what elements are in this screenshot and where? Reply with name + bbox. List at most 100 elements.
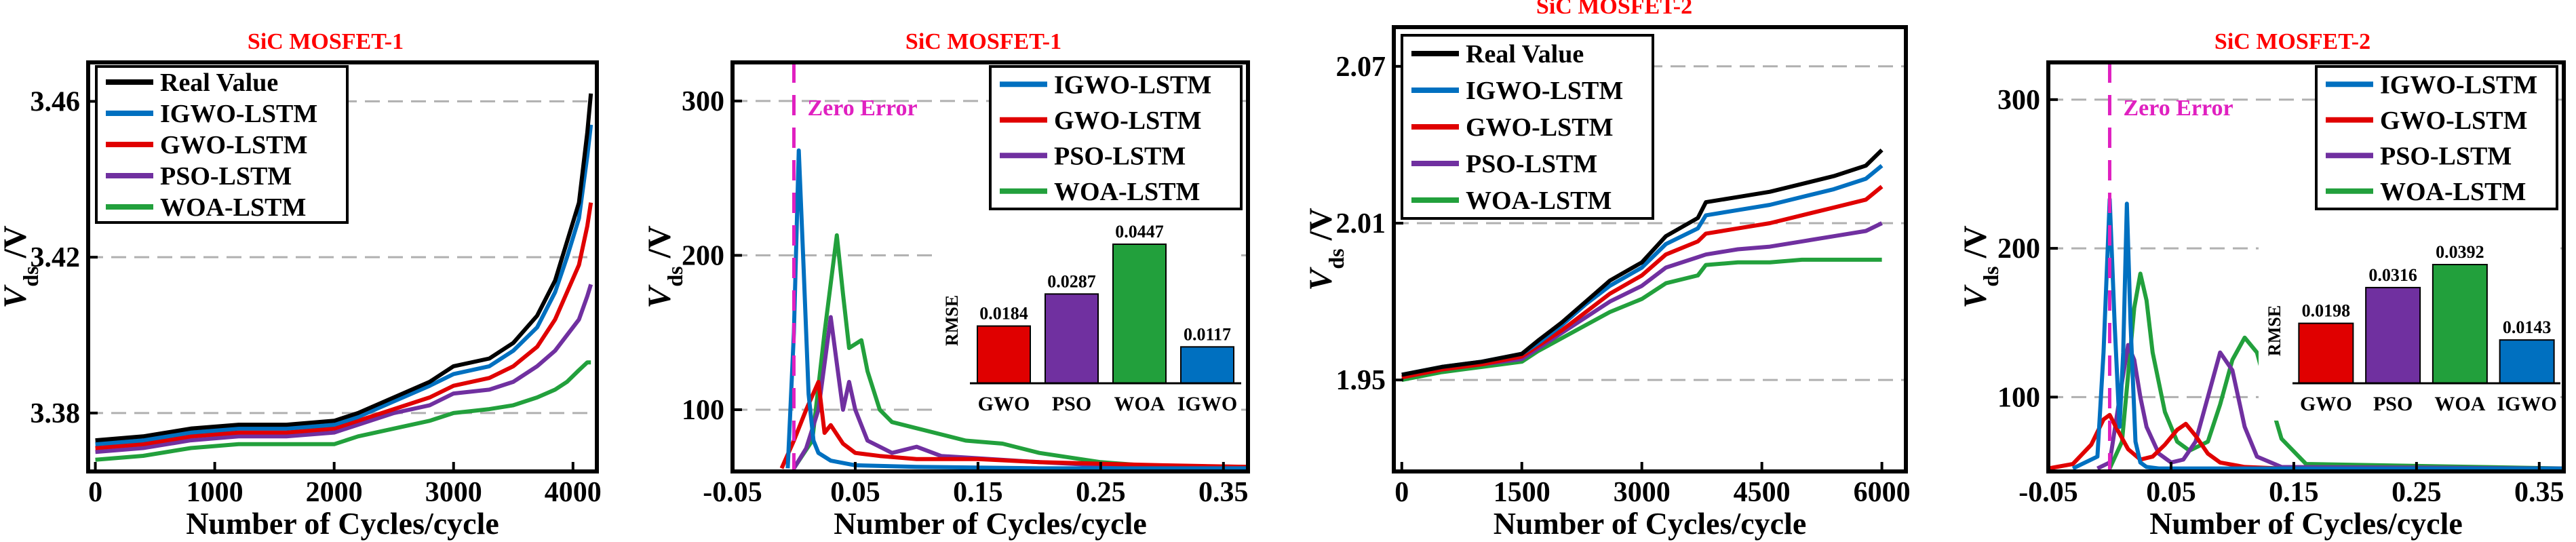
y-axis-label: Vds /V <box>1957 225 2003 309</box>
plot-frame <box>1392 25 1908 473</box>
rmse-category-label: IGWO <box>2497 393 2556 415</box>
rmse-value-label: 0.0184 <box>979 304 1028 324</box>
rmse-value-label: 0.0287 <box>1047 271 1096 291</box>
rmse-bar-woa <box>2432 264 2488 384</box>
rmse-category-label: IGWO <box>1177 393 1237 415</box>
x-tick-label: 0.05 <box>2146 477 2196 508</box>
legend-box <box>95 65 349 224</box>
y-axis-label: Vds /V <box>642 225 687 309</box>
legend-label: WOA-LSTM <box>160 193 306 222</box>
legend-label: GWO-LSTM <box>1054 107 1201 135</box>
legend: IGWO-LSTM GWO-LSTM PSO-LSTM WOA-LSTM <box>2315 65 2558 210</box>
series-line-pso-lstm <box>95 284 593 454</box>
y-axis-label-sub: ds <box>663 266 687 286</box>
y-tick-label: 2.07 <box>1336 52 1386 83</box>
legend-label: IGWO-LSTM <box>2380 71 2537 99</box>
rmse-bar-pso <box>1045 293 1099 384</box>
series-line-igwo-lstm <box>785 148 1248 471</box>
y-axis-label-unit: /V <box>642 225 678 266</box>
rmse-category-label: GWO <box>2300 393 2352 415</box>
x-tick-label: 1500 <box>1494 477 1550 508</box>
rmse-bar-woa <box>1112 244 1167 384</box>
y-axis-label: Vds /V <box>1303 208 1348 291</box>
rmse-category-label: WOA <box>2434 393 2485 415</box>
y-axis-label-main: V <box>642 284 678 309</box>
x-tick-label: 0.35 <box>1198 477 1249 508</box>
legend-label: PSO-LSTM <box>1466 150 1597 178</box>
legend-label: PSO-LSTM <box>1054 142 1186 170</box>
rmse-value-label: 0.0447 <box>1115 222 1164 241</box>
x-tick-label: 4500 <box>1734 477 1791 508</box>
chart-title: SiC MOSFET-2 <box>1536 0 1692 19</box>
x-tick-label: 0.15 <box>953 477 1003 508</box>
series-group <box>95 93 593 462</box>
legend-label: WOA-LSTM <box>1054 178 1200 206</box>
x-tick-label: 0 <box>1394 477 1409 508</box>
x-axis-label: Number of Cycles/cycle <box>1494 506 1807 541</box>
series-line-woa-lstm <box>792 233 1248 471</box>
series-line-pso-lstm <box>2096 343 2564 471</box>
x-tick-label: 1000 <box>187 477 243 508</box>
y-tick-label: 3.38 <box>31 398 81 429</box>
series-line-real-value <box>1401 148 1884 377</box>
legend-box <box>2315 65 2558 210</box>
legend: IGWO-LSTM GWO-LSTM PSO-LSTM WOA-LSTM <box>989 65 1243 210</box>
rmse-bar-igwo <box>1180 346 1234 385</box>
rmse-inset: 0.0184 GWO 0.0287 PSO 0.0447 WOA 0.0117 IGWO RMS… <box>936 204 1241 421</box>
y-tick-label: 100 <box>1997 382 2040 413</box>
legend-label: GWO-LSTM <box>2380 107 2527 135</box>
legend-label: WOA-LSTM <box>2380 178 2526 206</box>
legend-label: Real Value <box>1466 40 1584 69</box>
y-axis-label-unit: /V <box>1303 208 1339 248</box>
rmse-inset: 0.0198 GWO 0.0316 PSO 0.0392 WOA 0.0143 IGWO RMS… <box>2259 224 2560 421</box>
y-tick-label: 200 <box>682 240 724 271</box>
legend-label: GWO-LSTM <box>1466 113 1613 142</box>
series-line-woa-lstm <box>1401 257 1882 383</box>
rmse-value-label: 0.0316 <box>2368 265 2417 285</box>
rmse-value-label: 0.0143 <box>2503 317 2552 337</box>
y-tick-label: 2.01 <box>1336 208 1386 239</box>
series-line-gwo-lstm <box>95 202 593 450</box>
chart-panel-2: SiC MOSFET-1 Zero Error 0.0184 GWO 0.0287 PSO… <box>642 29 1250 541</box>
y-axis-label-sub: ds <box>1324 248 1348 269</box>
x-tick-label: -0.05 <box>703 477 762 508</box>
rmse-bar-igwo <box>2499 339 2555 384</box>
x-tick-label: 0 <box>88 477 102 508</box>
rmse-value-label: 0.0392 <box>2436 242 2484 262</box>
y-tick-label: 300 <box>1997 85 2040 116</box>
zero-error-label: Zero Error <box>807 96 917 121</box>
rmse-category-label: GWO <box>978 393 1030 415</box>
chart-title: SiC MOSFET-2 <box>2214 29 2370 54</box>
y-tick-label: 200 <box>1997 233 2040 265</box>
rmse-category-label: PSO <box>2373 393 2413 415</box>
x-tick-label: 0.05 <box>830 477 880 508</box>
y-axis-label-main: V <box>1303 267 1339 291</box>
rmse-category-label: PSO <box>1052 393 1091 415</box>
series-line-woa-lstm <box>95 360 591 462</box>
y-tick-label: 300 <box>682 86 724 117</box>
zero-error-label: Zero Error <box>2123 96 2233 121</box>
legend-box <box>989 65 1243 210</box>
rmse-bar-gwo <box>2298 322 2354 385</box>
chart-title: SiC MOSFET-1 <box>248 29 404 54</box>
legend: Real ValueIGWO-LSTMGWO-LSTMPSO-LSTMWOA-L… <box>95 65 349 224</box>
series-line-igwo-lstm <box>95 124 593 446</box>
rmse-category-label: WOA <box>1114 393 1165 415</box>
legend: Real ValueIGWO-LSTMGWO-LSTMPSO-LSTMWOA-L… <box>1401 34 1654 220</box>
x-tick-label: 0.25 <box>1076 477 1126 508</box>
y-axis-label-sub: ds <box>18 266 43 286</box>
x-tick-label: 3000 <box>425 477 482 508</box>
y-tick-label: 1.95 <box>1336 365 1386 396</box>
rmse-value-label: 0.0117 <box>1184 324 1231 344</box>
y-tick-label: 100 <box>682 395 724 426</box>
x-tick-label: 0.15 <box>2269 477 2319 508</box>
plot-frame <box>730 60 1250 473</box>
legend-label: IGWO-LSTM <box>160 100 317 128</box>
y-axis-label-main: V <box>1957 284 1993 309</box>
series-group <box>779 148 1248 471</box>
rmse-value-label: 0.0198 <box>2302 301 2351 321</box>
x-tick-label: 0.25 <box>2392 477 2442 508</box>
series-group <box>1401 148 1884 383</box>
chart-title: SiC MOSFET-1 <box>905 29 1061 54</box>
